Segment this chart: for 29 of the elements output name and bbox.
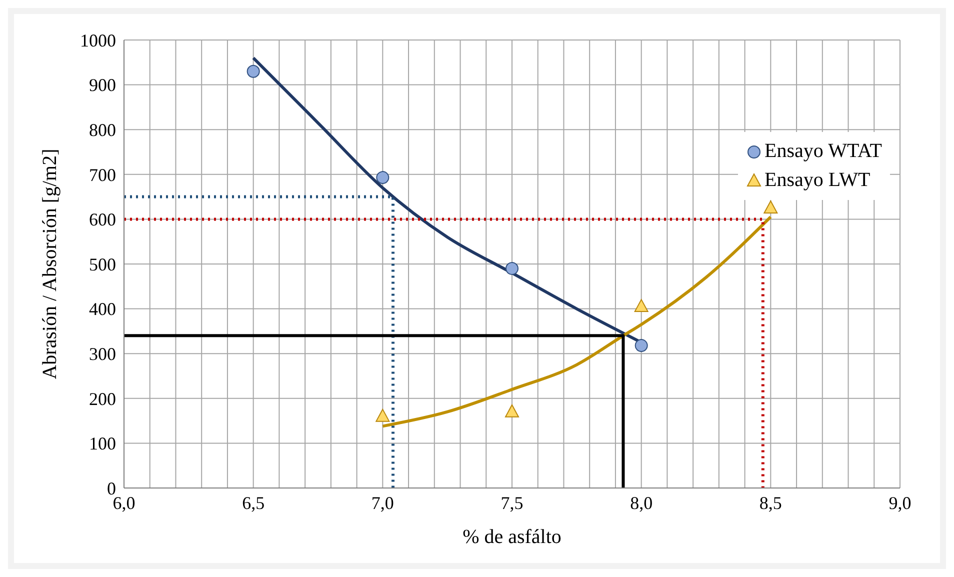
point xyxy=(246,64,260,78)
y-tick-label: 300 xyxy=(89,344,116,364)
x-tick-label: 7,5 xyxy=(500,492,524,513)
y-tick-label: 900 xyxy=(89,75,116,96)
legend-label: Ensayo LWT xyxy=(764,169,870,192)
y-tick-label: 1000 xyxy=(80,30,116,50)
point xyxy=(376,171,390,184)
point xyxy=(634,339,648,352)
y-tick-label: 100 xyxy=(89,434,116,454)
point xyxy=(506,262,518,275)
legend-label: Ensayo WTAT xyxy=(764,140,882,163)
y-tick-label: 700 xyxy=(89,164,116,185)
y-tick-label: 0 xyxy=(107,478,116,498)
x-tick-label: 9,0 xyxy=(888,492,912,513)
point xyxy=(505,404,519,418)
point xyxy=(764,200,778,214)
y-tick-label: 500 xyxy=(89,254,116,274)
x-tick-label: 8,0 xyxy=(630,492,653,513)
x-tick-label: 7,0 xyxy=(371,492,394,513)
x-tick-label: 8,5 xyxy=(759,492,782,513)
y-axis-title: Abrasión / Absorción [g/m2] xyxy=(39,148,62,380)
y-tick-label: 800 xyxy=(89,120,116,140)
point xyxy=(634,299,648,312)
x-axis-title: % de asfálto xyxy=(462,526,562,548)
y-tick-label: 600 xyxy=(89,210,116,230)
point xyxy=(376,408,390,422)
y-tick-label: 200 xyxy=(89,388,116,409)
y-tick-label: 400 xyxy=(89,299,116,320)
x-tick-label: 6,5 xyxy=(242,492,265,513)
